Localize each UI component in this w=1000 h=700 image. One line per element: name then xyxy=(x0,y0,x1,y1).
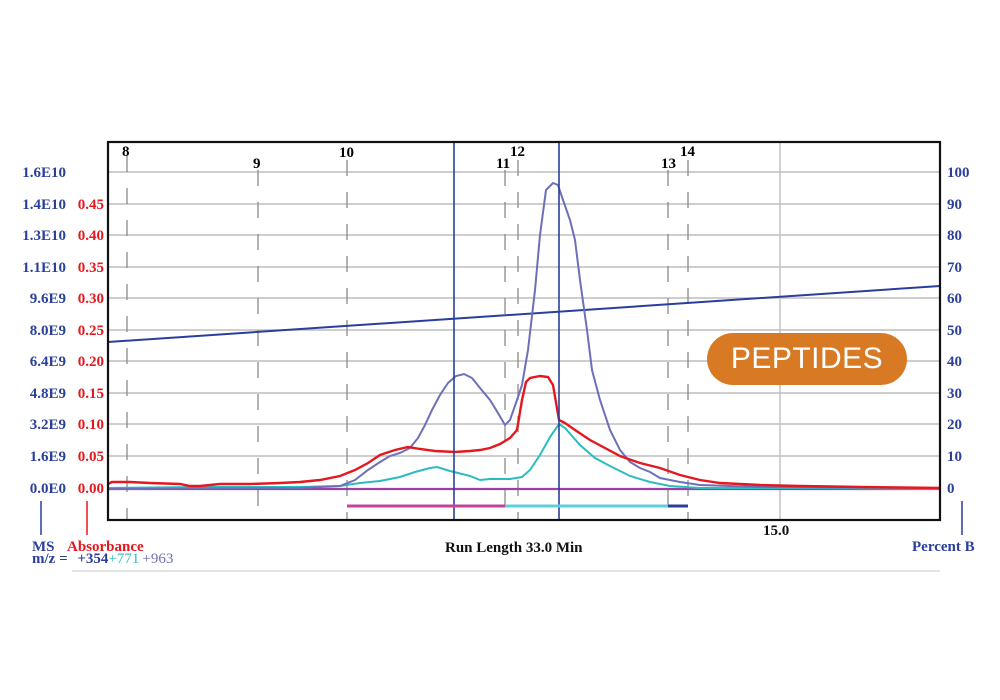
svg-text:0.05: 0.05 xyxy=(78,449,104,465)
svg-text:14: 14 xyxy=(680,144,696,160)
svg-text:60: 60 xyxy=(947,291,962,307)
svg-text:10: 10 xyxy=(339,145,354,161)
svg-text:13: 13 xyxy=(661,156,676,172)
svg-text:0.25: 0.25 xyxy=(78,323,104,339)
mz-963-label: +963 xyxy=(142,551,174,567)
x-tick-15: 15.0 xyxy=(763,523,790,539)
svg-text:8.0E9: 8.0E9 xyxy=(30,323,66,339)
svg-text:1.3E10: 1.3E10 xyxy=(22,228,66,244)
svg-text:50: 50 xyxy=(947,323,962,339)
svg-text:0.10: 0.10 xyxy=(78,417,104,433)
svg-text:0.20: 0.20 xyxy=(78,354,104,370)
svg-text:3.2E9: 3.2E9 xyxy=(30,417,66,433)
fraction-marker-lines xyxy=(126,156,689,520)
svg-text:0.30: 0.30 xyxy=(78,291,104,307)
svg-text:0.40: 0.40 xyxy=(78,228,104,244)
ms-axis-label: MS xyxy=(32,539,55,555)
percent-b-axis-ticks: 100 90 80 70 60 50 40 30 20 10 0 xyxy=(947,165,970,497)
ms-axis-ticks: 1.6E10 1.4E10 1.3E10 1.1E10 9.6E9 8.0E9 … xyxy=(22,165,66,497)
svg-text:0.0E0: 0.0E0 xyxy=(30,481,66,497)
series-mz-963 xyxy=(107,181,941,490)
svg-text:0.45: 0.45 xyxy=(78,197,104,213)
absorbance-axis-label: Absorbance xyxy=(67,539,144,555)
mz-prefix: m/z = xyxy=(32,551,68,567)
svg-text:80: 80 xyxy=(947,228,962,244)
svg-text:40: 40 xyxy=(947,354,962,370)
svg-text:12: 12 xyxy=(510,144,525,160)
svg-text:0: 0 xyxy=(947,481,955,497)
x-axis-title: Run Length 33.0 Min xyxy=(445,540,583,556)
svg-text:70: 70 xyxy=(947,260,962,276)
svg-text:100: 100 xyxy=(947,165,970,181)
svg-text:0.15: 0.15 xyxy=(78,386,104,402)
svg-text:30: 30 xyxy=(947,386,962,402)
mz-771-label: +771 xyxy=(108,551,140,567)
svg-text:10: 10 xyxy=(947,449,962,465)
percent-b-axis-label: Percent B xyxy=(912,539,975,555)
svg-text:8: 8 xyxy=(122,144,130,160)
absorbance-axis-ticks: 0.45 0.40 0.35 0.30 0.25 0.20 0.15 0.10 … xyxy=(78,197,104,497)
svg-text:1.6E10: 1.6E10 xyxy=(22,165,66,181)
mz-354-label: +354 xyxy=(77,551,109,567)
percent-b-gradient-line xyxy=(107,285,941,343)
horizontal-gridlines xyxy=(108,171,940,457)
svg-text:0.35: 0.35 xyxy=(78,260,104,276)
series-mz-771 xyxy=(107,422,941,490)
svg-text:9: 9 xyxy=(253,156,261,172)
svg-text:6.4E9: 6.4E9 xyxy=(30,354,66,370)
fraction-labels: 8 9 10 11 12 13 14 xyxy=(122,144,696,172)
plot-frame xyxy=(106,140,942,522)
svg-text:9.6E9: 9.6E9 xyxy=(30,291,66,307)
svg-text:0.00: 0.00 xyxy=(78,481,104,497)
svg-text:1.6E9: 1.6E9 xyxy=(30,449,66,465)
svg-text:1.4E10: 1.4E10 xyxy=(22,197,66,213)
mz-legend: m/z = +354+771 +963 xyxy=(32,551,173,568)
series-absorbance xyxy=(107,374,941,490)
svg-text:20: 20 xyxy=(947,417,962,433)
svg-text:11: 11 xyxy=(496,156,510,172)
svg-text:90: 90 xyxy=(947,197,962,213)
svg-text:4.8E9: 4.8E9 xyxy=(30,386,66,402)
svg-text:1.1E10: 1.1E10 xyxy=(22,260,66,276)
peptides-badge: PEPTIDES xyxy=(707,333,907,385)
